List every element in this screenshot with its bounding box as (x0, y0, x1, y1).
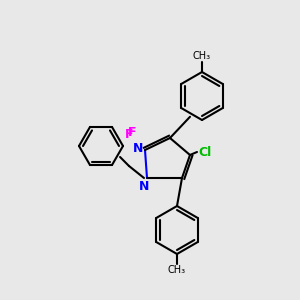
Text: N: N (139, 179, 149, 193)
Text: F: F (125, 128, 134, 142)
Text: F: F (128, 127, 136, 140)
Text: Cl: Cl (198, 146, 212, 158)
Text: CH₃: CH₃ (168, 265, 186, 275)
Text: N: N (133, 142, 143, 155)
Text: CH₃: CH₃ (193, 51, 211, 61)
